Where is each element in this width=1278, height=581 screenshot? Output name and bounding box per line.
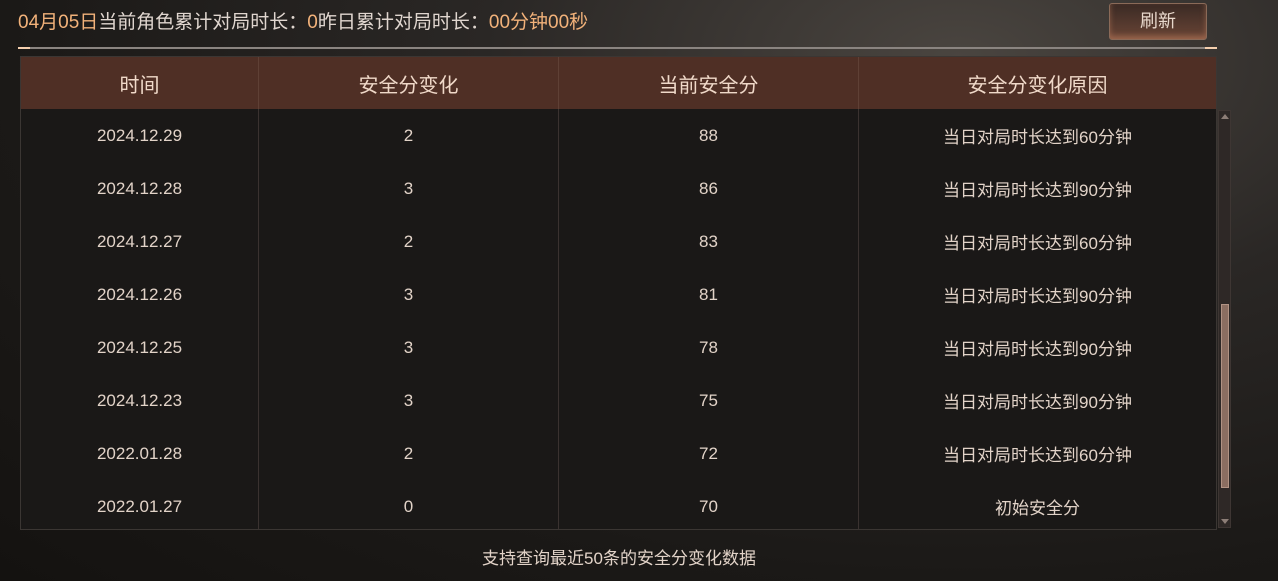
- reason-cell: 当日对局时长达到60分钟: [943, 128, 1132, 147]
- change-cell: 2: [259, 427, 559, 480]
- reason-cell: 当日对局时长达到90分钟: [943, 287, 1132, 306]
- refresh-button[interactable]: 刷新: [1109, 3, 1207, 40]
- time-cell: 2024.12.27: [21, 215, 259, 268]
- current-score-cell: 86: [559, 162, 859, 215]
- table-body: 2024.12.29 2 88 当日对局时长达到60分钟 2024.12.28 3 86 当日…: [21, 109, 1216, 529]
- column-header-time: 时间: [21, 57, 259, 109]
- reason-cell: 当日对局时长达到60分钟: [943, 446, 1132, 465]
- time-cell: 2024.12.29: [21, 109, 259, 162]
- change-cell: 3: [259, 268, 559, 321]
- reason-cell: 初始安全分: [995, 499, 1080, 518]
- yesterday-playtime-value: 00分钟00秒: [488, 12, 589, 33]
- current-score-cell: 78: [559, 321, 859, 374]
- change-cell: 3: [259, 162, 559, 215]
- column-header-change: 安全分变化: [259, 57, 559, 109]
- safety-score-table: 时间 安全分变化 当前安全分 安全分变化原因 2024.12.29 2 88 当日对局…: [20, 56, 1217, 530]
- time-cell: 2022.01.28: [21, 427, 259, 480]
- scroll-down-icon[interactable]: [1221, 519, 1229, 524]
- reason-cell: 当日对局时长达到90分钟: [943, 340, 1132, 359]
- scroll-up-icon[interactable]: [1221, 114, 1229, 119]
- change-cell: 3: [259, 374, 559, 427]
- table-row: 2024.12.25 3 78 当日对局时长达到90分钟: [21, 321, 1216, 374]
- table-row: 2022.01.27 0 70 初始安全分: [21, 480, 1216, 529]
- time-cell: 2024.12.28: [21, 162, 259, 215]
- yesterday-playtime-label: 昨日累计对局时长：: [317, 12, 489, 33]
- table-row: 2024.12.29 2 88 当日对局时长达到60分钟: [21, 109, 1216, 162]
- table-row: 2024.12.27 2 83 当日对局时长达到60分钟: [21, 215, 1216, 268]
- current-score-cell: 81: [559, 268, 859, 321]
- table-row: 2024.12.28 3 86 当日对局时长达到90分钟: [21, 162, 1216, 215]
- footer-note: 支持查询最近50条的安全分变化数据: [482, 549, 756, 568]
- current-score-cell: 88: [559, 109, 859, 162]
- table-row: 2024.12.23 3 75 当日对局时长达到90分钟: [21, 374, 1216, 427]
- current-score-cell: 75: [559, 374, 859, 427]
- divider: [18, 47, 1217, 49]
- time-cell: 2022.01.27: [21, 480, 259, 529]
- column-header-current-score: 当前安全分: [559, 57, 859, 109]
- scrollbar-thumb[interactable]: [1221, 304, 1229, 488]
- reason-cell: 当日对局时长达到90分钟: [943, 181, 1132, 200]
- column-header-reason: 安全分变化原因: [967, 74, 1108, 97]
- table-header: 时间 安全分变化 当前安全分 安全分变化原因: [21, 57, 1216, 109]
- table-row: 2024.12.26 3 81 当日对局时长达到90分钟: [21, 268, 1216, 321]
- reason-cell: 当日对局时长达到90分钟: [943, 393, 1132, 412]
- time-cell: 2024.12.25: [21, 321, 259, 374]
- date: 04月05日: [18, 12, 99, 33]
- time-cell: 2024.12.23: [21, 374, 259, 427]
- playtime-summary: 04月05日当前角色累计对局时长：0昨日累计对局时长：00分钟00秒: [18, 6, 588, 40]
- scrollbar[interactable]: [1218, 110, 1231, 528]
- change-cell: 2: [259, 109, 559, 162]
- current-score-cell: 72: [559, 427, 859, 480]
- change-cell: 3: [259, 321, 559, 374]
- reason-cell: 当日对局时长达到60分钟: [943, 234, 1132, 253]
- time-cell: 2024.12.26: [21, 268, 259, 321]
- current-score-cell: 70: [559, 480, 859, 529]
- table-row: 2022.01.28 2 72 当日对局时长达到60分钟: [21, 427, 1216, 480]
- change-cell: 0: [259, 480, 559, 529]
- current-playtime-value: 0: [307, 12, 318, 33]
- change-cell: 2: [259, 215, 559, 268]
- current-score-cell: 83: [559, 215, 859, 268]
- current-playtime-label: 当前角色累计对局时长：: [98, 12, 308, 33]
